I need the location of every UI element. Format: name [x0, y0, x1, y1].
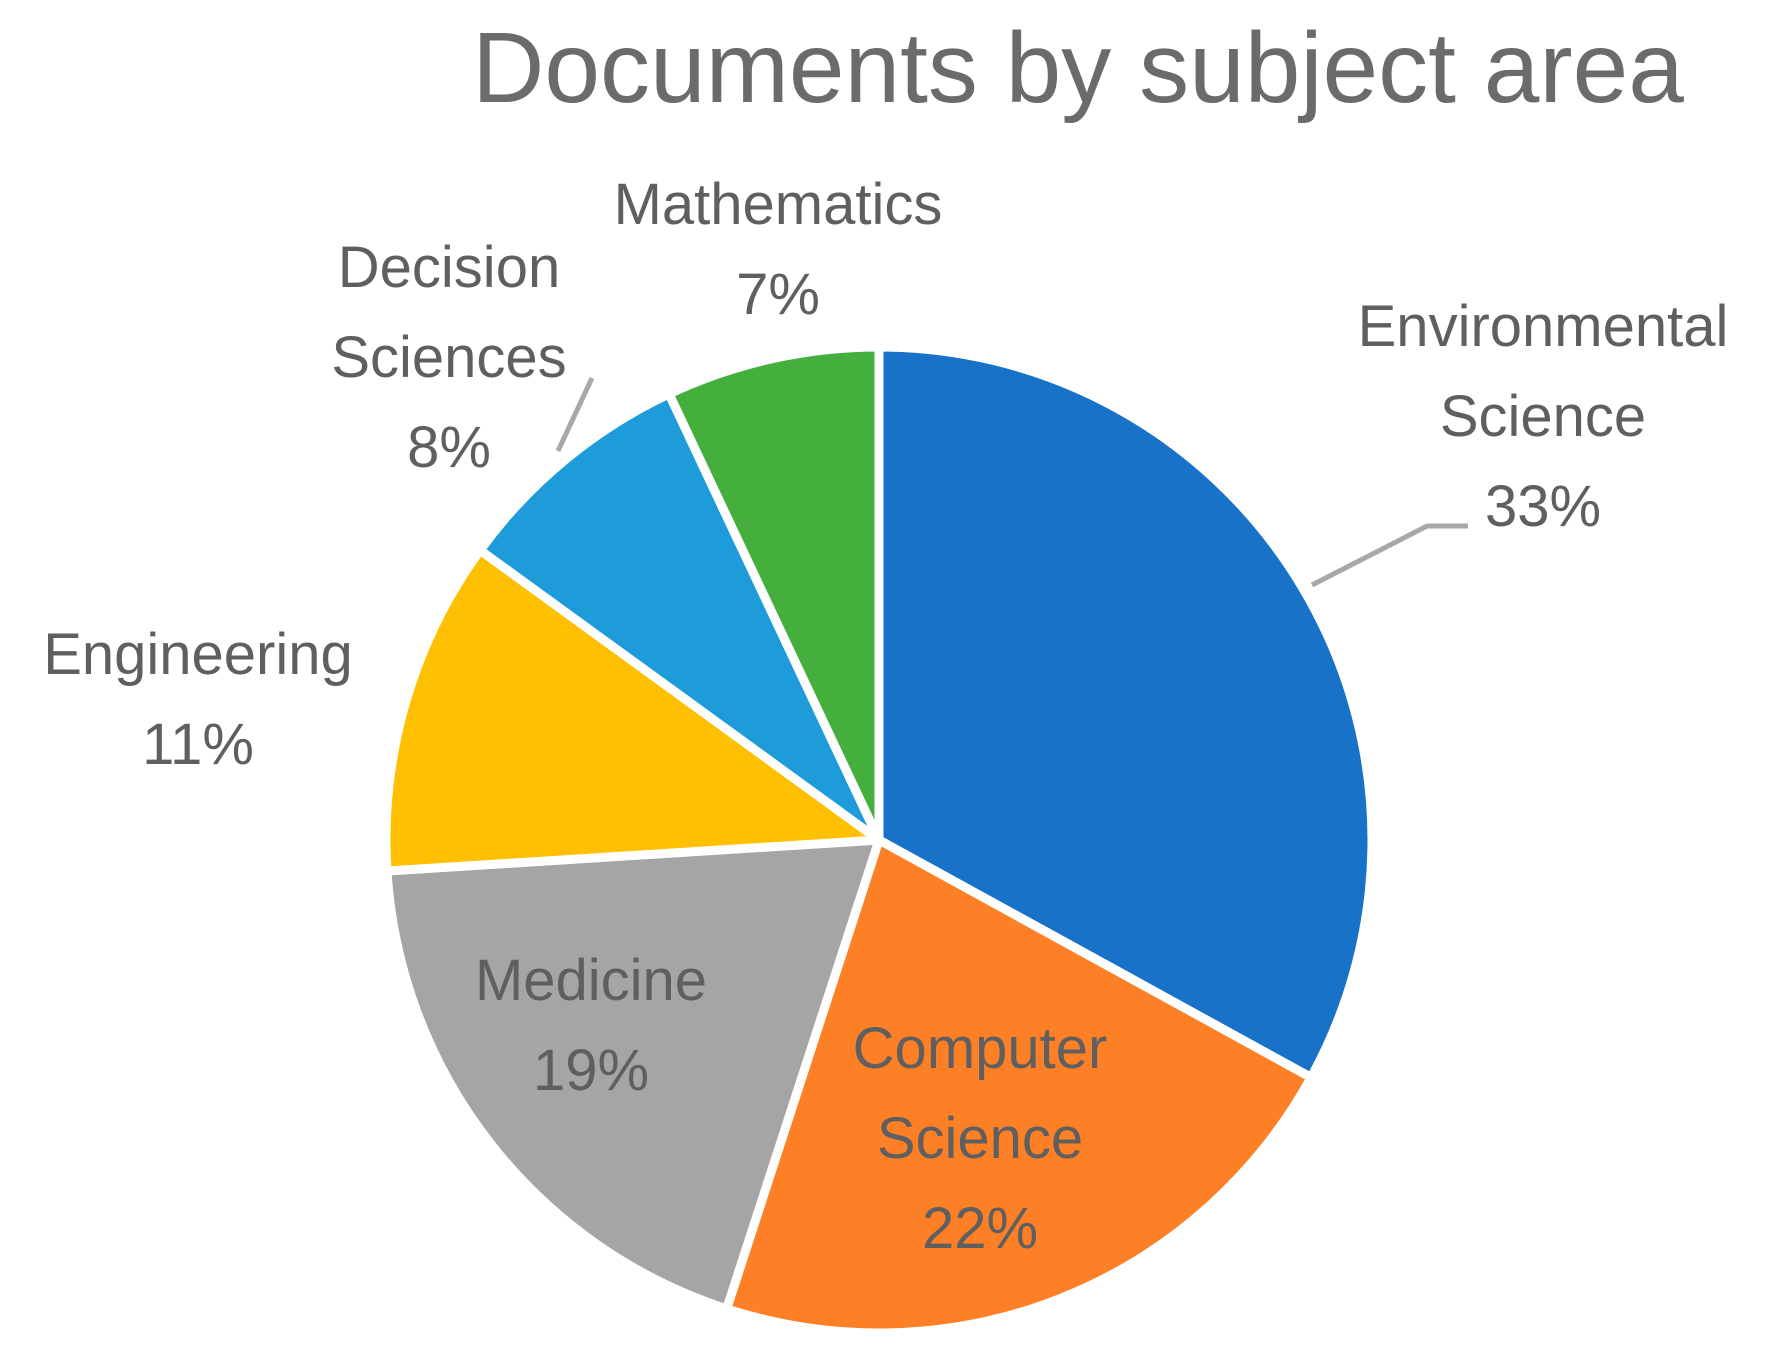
data-label-value: 22% [922, 1196, 1038, 1261]
chart-title: Documents by subject area [472, 12, 1684, 124]
data-label-category: Science [1440, 384, 1646, 449]
data-label-category: Decision [338, 235, 560, 300]
data-label-value: 7% [736, 262, 820, 327]
pie-slice-computer-science [722, 835, 1316, 1338]
pie-slice-decision-sciences [475, 389, 884, 845]
data-label-value: 11% [142, 712, 254, 777]
pie-slice-medicine [382, 835, 884, 1314]
data-label-decision-sciences: Decision Sciences 8% [331, 235, 566, 480]
data-label-value: 33% [1485, 474, 1601, 539]
pie-slice-environmental-science [874, 342, 1377, 1082]
data-label-category: Mathematics [614, 172, 943, 237]
leader-line-decision-sciences [555, 376, 595, 453]
data-label-category: Science [877, 1106, 1083, 1171]
data-label-category: Sciences [331, 325, 566, 390]
data-label-category: Computer [853, 1016, 1108, 1081]
pie-slice-mathematics [664, 342, 884, 845]
data-label-engineering: Engineering 11% [43, 622, 353, 777]
data-labels: Environmental Science 33% Computer Science 22… [43, 172, 1728, 1261]
pie-slice-engineering [381, 545, 884, 876]
data-label-value: 19% [533, 1038, 649, 1103]
data-label-category: Medicine [475, 948, 707, 1013]
data-label-environmental-science: Environmental Science 33% [1358, 294, 1729, 539]
leader-line-environmental-science [1310, 523, 1468, 588]
data-label-category: Environmental [1358, 294, 1729, 359]
data-label-value: 8% [407, 415, 491, 480]
data-label-mathematics: Mathematics 7% [614, 172, 943, 327]
data-label-medicine: Medicine 19% [475, 948, 707, 1103]
data-label-category: Engineering [43, 622, 353, 687]
leader-lines [555, 376, 1468, 588]
data-label-computer-science: Computer Science 22% [853, 1016, 1108, 1261]
pie-slices [381, 342, 1377, 1338]
